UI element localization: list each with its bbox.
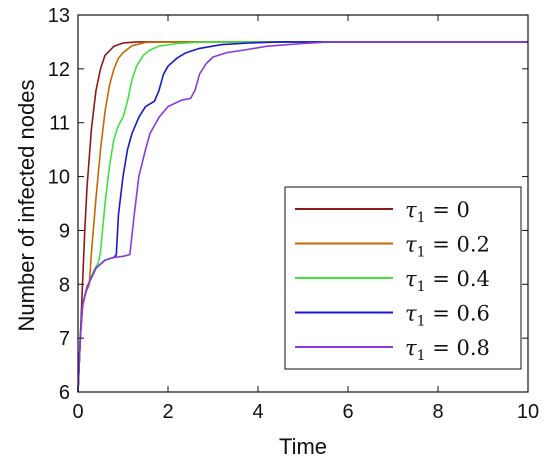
legend-value: = 0 <box>426 198 470 222</box>
plot-area-frame <box>77 14 529 393</box>
legend-label-0: τ1 = 0 <box>405 198 470 226</box>
x-tick-label: 4 <box>252 401 263 423</box>
legend-symbol: τ <box>405 233 417 257</box>
legend-value: = 0.2 <box>426 233 490 257</box>
y-tick-label: 10 <box>48 167 70 189</box>
legend-subscript: 1 <box>417 348 426 364</box>
legend-symbol: τ <box>405 336 417 360</box>
y-tick-label: 7 <box>59 328 70 350</box>
x-tick-label: 6 <box>342 401 353 423</box>
legend-subscript: 1 <box>417 279 426 295</box>
legend-label-2: τ1 = 0.4 <box>405 267 490 295</box>
legend-label-3: τ1 = 0.6 <box>405 302 490 330</box>
legend-subscript: 1 <box>417 314 426 330</box>
legend-label-1: τ1 = 0.2 <box>405 233 490 261</box>
legend-value: = 0.8 <box>426 336 490 360</box>
y-tick-label: 11 <box>49 113 70 135</box>
legend-value: = 0.6 <box>426 302 490 326</box>
legend: τ1 = 0τ1 = 0.2τ1 = 0.4τ1 = 0.6τ1 = 0.8 <box>284 186 522 370</box>
y-tick-label: 13 <box>48 5 70 27</box>
series-line-4 <box>77 41 528 393</box>
y-axis-label: Number of infected nodes <box>14 80 39 332</box>
legend-value: = 0.4 <box>426 267 490 291</box>
y-tick-label: 12 <box>48 59 70 81</box>
y-tick-label: 8 <box>59 274 70 296</box>
y-tick-label: 9 <box>59 220 70 242</box>
x-tick-label: 2 <box>162 401 173 423</box>
legend-symbol: τ <box>405 302 417 326</box>
x-tick-label: 10 <box>517 401 539 423</box>
legend-symbol: τ <box>405 198 417 222</box>
series-layer <box>77 41 528 393</box>
legend-subscript: 1 <box>417 245 426 261</box>
x-tick-label: 8 <box>432 401 443 423</box>
x-axis-label: Time <box>279 434 327 459</box>
legend-label-4: τ1 = 0.8 <box>405 336 490 364</box>
y-tick-label: 6 <box>59 382 70 404</box>
legend-subscript: 1 <box>417 210 426 226</box>
legend-symbol: τ <box>405 267 417 291</box>
x-tick-label: 0 <box>72 401 83 423</box>
